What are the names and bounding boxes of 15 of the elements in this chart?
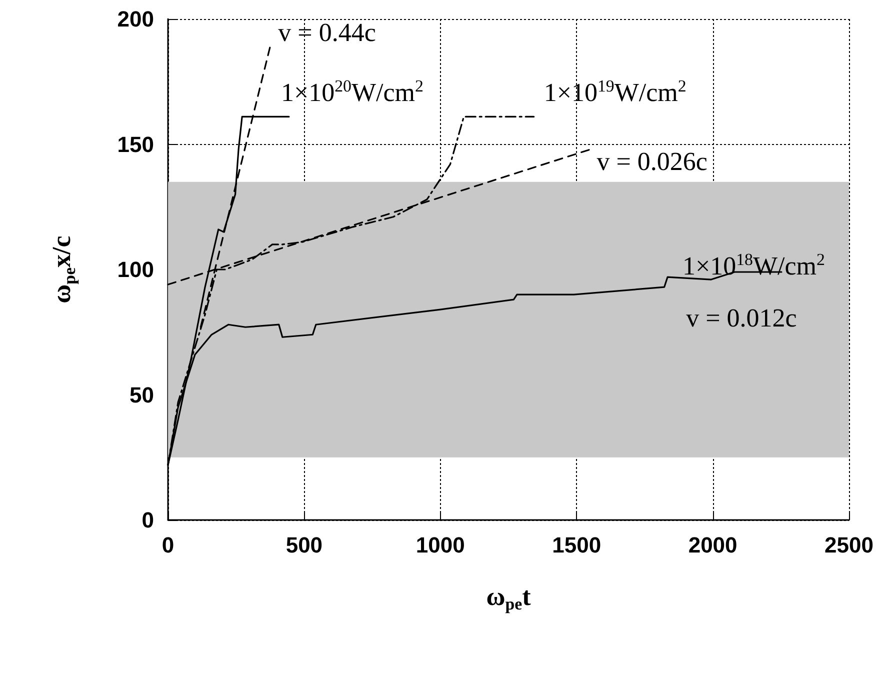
x-tick-label: 0 (162, 532, 174, 558)
y-tick-label: 0 (142, 508, 154, 532)
x-tick-label: 1000 (416, 532, 465, 558)
series-label: v = 0.44c (278, 18, 376, 48)
series-label: v = 0.026c (596, 146, 708, 176)
x-tick-label: 2500 (824, 532, 874, 558)
x-tick-label: 1500 (552, 532, 602, 558)
annotation: v = 0.012c (686, 304, 797, 333)
y-tick-label: 100 (117, 257, 154, 282)
y-tick-label: 150 (117, 132, 154, 157)
y-tick-label: 200 (117, 6, 154, 32)
x-tick-label: 2000 (688, 532, 738, 558)
y-axis-title: ωpex/c (47, 236, 79, 304)
x-tick-label: 500 (286, 532, 323, 558)
y-tick-label: 50 (130, 382, 154, 408)
